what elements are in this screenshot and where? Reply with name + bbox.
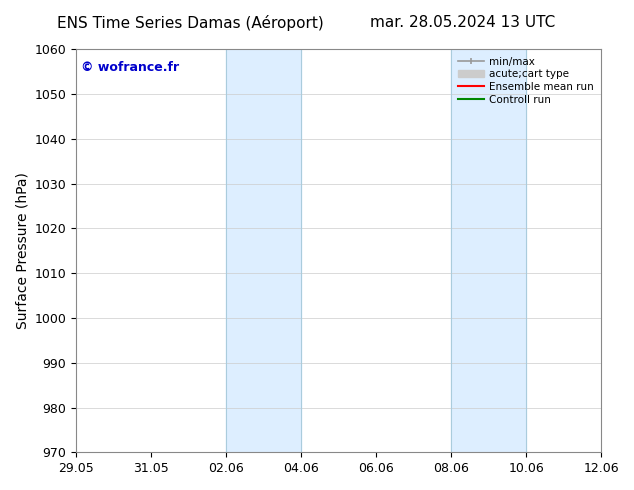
Legend: min/max, acute;cart type, Ensemble mean run, Controll run: min/max, acute;cart type, Ensemble mean … — [454, 52, 598, 109]
Text: ENS Time Series Damas (Aéroport): ENS Time Series Damas (Aéroport) — [57, 15, 323, 31]
Bar — [226, 49, 301, 452]
Bar — [451, 49, 526, 452]
Y-axis label: Surface Pressure (hPa): Surface Pressure (hPa) — [15, 172, 29, 329]
Text: mar. 28.05.2024 13 UTC: mar. 28.05.2024 13 UTC — [370, 15, 555, 30]
Text: © wofrance.fr: © wofrance.fr — [81, 61, 179, 74]
